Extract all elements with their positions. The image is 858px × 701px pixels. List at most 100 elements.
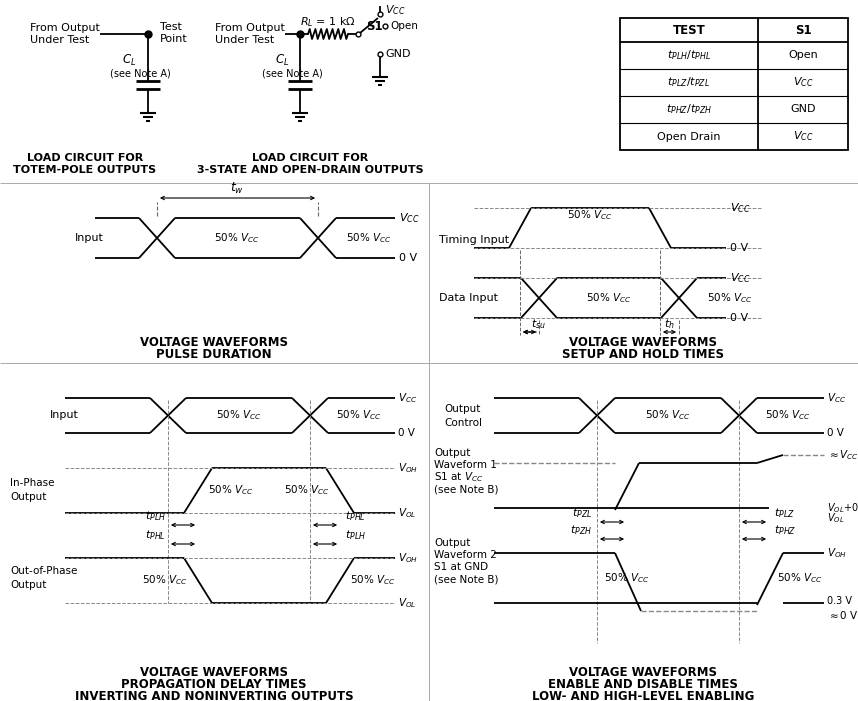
Text: $V_{CC}$: $V_{CC}$	[730, 201, 751, 215]
Text: 50% $V_{CC}$: 50% $V_{CC}$	[285, 484, 330, 498]
Text: 50% $V_{CC}$: 50% $V_{CC}$	[214, 231, 260, 245]
Text: $\approx$$V_{CC}$: $\approx$$V_{CC}$	[827, 448, 858, 462]
Text: 50% $V_{CC}$: 50% $V_{CC}$	[604, 571, 650, 585]
Text: 0 V: 0 V	[398, 428, 415, 438]
Text: (see Note B): (see Note B)	[434, 574, 498, 584]
Text: 0 V: 0 V	[730, 243, 748, 253]
Text: (see Note B): (see Note B)	[434, 484, 498, 494]
Text: $V_{CC}$: $V_{CC}$	[793, 76, 813, 90]
Text: $V_{CC}$: $V_{CC}$	[385, 3, 406, 17]
Text: (see Note A): (see Note A)	[110, 68, 171, 78]
Text: In-Phase: In-Phase	[10, 479, 55, 489]
Text: 50% $V_{CC}$: 50% $V_{CC}$	[336, 409, 382, 423]
Text: $R_L$ = 1 kΩ: $R_L$ = 1 kΩ	[300, 15, 356, 29]
Text: $V_{OH}$: $V_{OH}$	[827, 546, 847, 560]
Text: $t_{PZH}$: $t_{PZH}$	[570, 523, 592, 537]
Text: 0 V: 0 V	[399, 253, 417, 263]
Text: GND: GND	[790, 104, 816, 114]
Text: 50% $V_{CC}$: 50% $V_{CC}$	[707, 291, 752, 305]
Text: 0.3 V: 0.3 V	[827, 596, 852, 606]
Text: GND: GND	[385, 49, 410, 59]
Text: 50% $V_{CC}$: 50% $V_{CC}$	[208, 484, 254, 498]
Text: $t_{su}$: $t_{su}$	[531, 317, 546, 331]
Text: $V_{OL}$: $V_{OL}$	[827, 511, 844, 525]
Text: 50% $V_{CC}$: 50% $V_{CC}$	[350, 573, 396, 587]
Text: LOAD CIRCUIT FOR: LOAD CIRCUIT FOR	[252, 153, 368, 163]
Text: $V_{CC}$: $V_{CC}$	[730, 271, 751, 285]
Text: $t_{PHL}$: $t_{PHL}$	[145, 528, 166, 542]
Text: Under Test: Under Test	[30, 35, 89, 45]
Text: $V_{OH}$: $V_{OH}$	[398, 551, 418, 565]
Text: 50% $V_{CC}$: 50% $V_{CC}$	[216, 409, 262, 423]
Bar	[620, 18, 848, 150]
Text: 0 V: 0 V	[827, 428, 844, 438]
Text: TOTEM-POLE OUTPUTS: TOTEM-POLE OUTPUTS	[14, 165, 156, 175]
Text: $V_{OL}$+0.3: $V_{OL}$+0.3	[827, 501, 858, 515]
Text: INVERTING AND NONINVERTING OUTPUTS: INVERTING AND NONINVERTING OUTPUTS	[75, 690, 353, 701]
Text: $V_{CC}$: $V_{CC}$	[793, 130, 813, 144]
Text: TEST: TEST	[673, 24, 705, 36]
Text: VOLTAGE WAVEFORMS: VOLTAGE WAVEFORMS	[140, 336, 288, 350]
Text: 50% $V_{CC}$: 50% $V_{CC}$	[765, 409, 811, 423]
Text: VOLTAGE WAVEFORMS: VOLTAGE WAVEFORMS	[569, 336, 717, 350]
Text: 50% $V_{CC}$: 50% $V_{CC}$	[586, 291, 631, 305]
Text: 0 V: 0 V	[730, 313, 748, 323]
Text: Under Test: Under Test	[215, 35, 275, 45]
Text: 50% $V_{CC}$: 50% $V_{CC}$	[567, 208, 613, 222]
Text: Control: Control	[444, 418, 482, 428]
Text: Test: Test	[160, 22, 182, 32]
Text: Open: Open	[390, 21, 418, 31]
Text: Output: Output	[434, 538, 470, 548]
Text: Out-of-Phase: Out-of-Phase	[10, 566, 77, 576]
Text: $V_{OH}$: $V_{OH}$	[398, 461, 418, 475]
Text: Data Input: Data Input	[439, 293, 498, 303]
Text: $\approx$0 V: $\approx$0 V	[827, 609, 858, 621]
Text: Waveform 1: Waveform 1	[434, 460, 497, 470]
Text: Open: Open	[789, 50, 818, 60]
Text: $t_{PLH}$: $t_{PLH}$	[345, 528, 366, 542]
Text: $t_h$: $t_h$	[664, 317, 675, 331]
Text: $C_L$: $C_L$	[275, 53, 289, 67]
Text: From Output: From Output	[30, 23, 100, 33]
Text: $V_{CC}$: $V_{CC}$	[399, 211, 420, 225]
Text: Point: Point	[160, 34, 188, 44]
Text: 50% $V_{CC}$: 50% $V_{CC}$	[142, 573, 188, 587]
Text: Timing Input: Timing Input	[439, 235, 509, 245]
Text: $t_w$: $t_w$	[231, 180, 245, 196]
Text: From Output: From Output	[215, 23, 285, 33]
Text: VOLTAGE WAVEFORMS: VOLTAGE WAVEFORMS	[140, 667, 288, 679]
Text: $V_{CC}$: $V_{CC}$	[398, 391, 417, 405]
Text: Output: Output	[10, 580, 46, 590]
Text: $V_{CC}$: $V_{CC}$	[827, 391, 846, 405]
Text: LOAD CIRCUIT FOR: LOAD CIRCUIT FOR	[27, 153, 143, 163]
Text: 50% $V_{CC}$: 50% $V_{CC}$	[777, 571, 823, 585]
Text: PULSE DURATION: PULSE DURATION	[156, 348, 272, 362]
Text: Waveform 2: Waveform 2	[434, 550, 497, 560]
Text: Output: Output	[434, 448, 470, 458]
Text: Input: Input	[75, 233, 104, 243]
Text: 50% $V_{CC}$: 50% $V_{CC}$	[645, 409, 691, 423]
Text: $V_{OL}$: $V_{OL}$	[398, 596, 416, 610]
Text: (see Note A): (see Note A)	[262, 68, 323, 78]
Text: LOW- AND HIGH-LEVEL ENABLING: LOW- AND HIGH-LEVEL ENABLING	[532, 690, 754, 701]
Text: S1 at $V_{CC}$: S1 at $V_{CC}$	[434, 470, 483, 484]
Text: 50% $V_{CC}$: 50% $V_{CC}$	[346, 231, 391, 245]
Text: VOLTAGE WAVEFORMS: VOLTAGE WAVEFORMS	[569, 667, 717, 679]
Text: 3-STATE AND OPEN-DRAIN OUTPUTS: 3-STATE AND OPEN-DRAIN OUTPUTS	[196, 165, 423, 175]
Text: $t_{PLH}/t_{PHL}$: $t_{PLH}/t_{PHL}$	[667, 48, 711, 62]
Text: $t_{PHZ}/t_{PZH}$: $t_{PHZ}/t_{PZH}$	[666, 102, 712, 116]
Text: S1 at GND: S1 at GND	[434, 562, 488, 572]
Text: SETUP AND HOLD TIMES: SETUP AND HOLD TIMES	[562, 348, 724, 362]
Text: Open Drain: Open Drain	[657, 132, 721, 142]
Text: $t_{PLH}$: $t_{PLH}$	[145, 509, 166, 523]
Text: S1: S1	[366, 20, 383, 32]
Text: S1: S1	[795, 24, 812, 36]
Text: Input: Input	[50, 411, 79, 421]
Text: Output: Output	[444, 404, 480, 414]
Text: $V_{OL}$: $V_{OL}$	[398, 506, 416, 520]
Text: $t_{PLZ}/t_{PZL}$: $t_{PLZ}/t_{PZL}$	[668, 76, 710, 90]
Text: $C_L$: $C_L$	[122, 53, 136, 67]
Text: PROPAGATION DELAY TIMES: PROPAGATION DELAY TIMES	[121, 679, 307, 691]
Text: $t_{PHL}$: $t_{PHL}$	[345, 509, 366, 523]
Text: $t_{PHZ}$: $t_{PHZ}$	[774, 523, 796, 537]
